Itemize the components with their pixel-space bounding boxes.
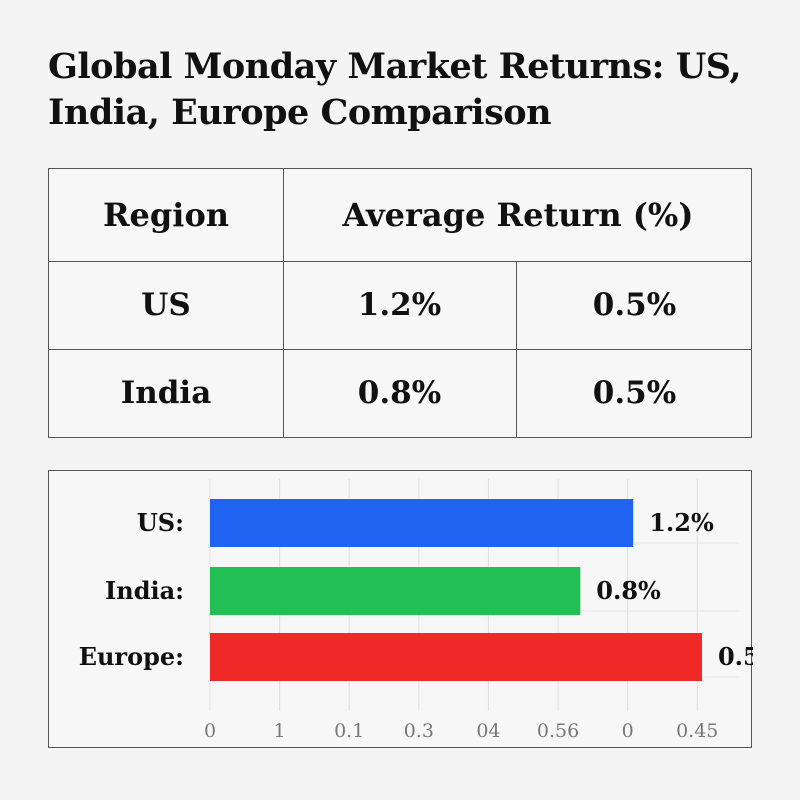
table-cell-region: India	[120, 375, 212, 411]
data-label: 0.8%	[596, 576, 661, 605]
bar	[210, 633, 702, 681]
category-label: India:	[105, 576, 184, 605]
x-tick-label: 0.3	[404, 720, 434, 742]
table-divider	[283, 169, 284, 437]
data-label: 1.2%	[649, 508, 714, 537]
x-tick-label: 0	[204, 720, 216, 742]
bar-chart-svg: US: 1.2% India: 0.8% Europe: 0.5% 0 1 0.1 0.3 04 0.…	[79, 479, 753, 742]
returns-table: Region Average Return (%) US 1.2% 0.5% I…	[48, 168, 752, 438]
data-label: 0.5%	[718, 642, 753, 671]
table-divider	[49, 261, 751, 262]
table-cell-region: US	[141, 287, 191, 323]
table-cell-value: 0.8%	[357, 375, 442, 411]
returns-bar-chart: US: 1.2% India: 0.8% Europe: 0.5% 0 1 0.1 0.3 04 0.…	[48, 470, 753, 748]
category-label: Europe:	[79, 642, 184, 671]
bar	[210, 567, 581, 615]
x-tick-label: 0	[622, 720, 634, 742]
category-label: US:	[137, 508, 184, 537]
table-divider	[49, 349, 751, 350]
x-tick-label: 0.1	[334, 720, 364, 742]
page-title: Global Monday Market Returns: US, India,…	[48, 46, 742, 133]
table-cell-value: 0.5%	[592, 287, 677, 323]
table-header-region: Region	[102, 196, 230, 234]
table-divider	[516, 261, 517, 437]
x-tick-label: 0.56	[537, 720, 579, 742]
table-cell-value: 1.2%	[357, 287, 442, 323]
table-cell-value: 0.5%	[592, 375, 677, 411]
bar	[210, 499, 634, 547]
table-header-average-return: Average Return (%)	[342, 196, 694, 234]
x-tick-label: 04	[476, 720, 500, 742]
x-tick-label: 1	[274, 720, 286, 742]
x-tick-label: 0.45	[676, 720, 718, 742]
